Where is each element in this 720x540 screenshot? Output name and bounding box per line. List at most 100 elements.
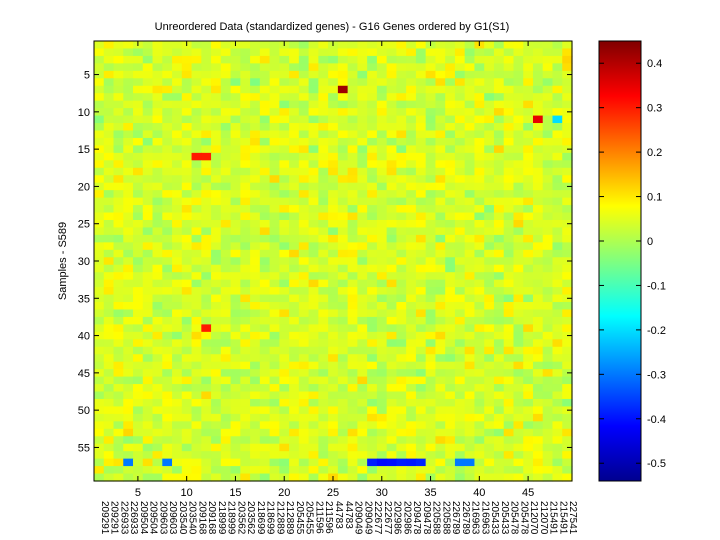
x-category-label: 209168 [196, 501, 207, 535]
heatmap-cell [133, 205, 144, 214]
colorbar-tick-label: 0.1 [647, 192, 662, 204]
heatmap-cell [201, 145, 212, 154]
heatmap-cell [152, 145, 163, 154]
heatmap-cell [308, 346, 319, 355]
heatmap-cell [191, 55, 202, 64]
heatmap-cell [259, 167, 271, 176]
heatmap-cell [289, 443, 300, 452]
heatmap-cell [250, 398, 261, 408]
heatmap-cell [474, 205, 485, 214]
heatmap-cell [152, 130, 163, 139]
heatmap-cell [103, 48, 115, 57]
heatmap-cell [201, 316, 212, 325]
heatmap-cell [211, 242, 222, 251]
heatmap-cell [386, 234, 398, 243]
heatmap-cell [201, 272, 212, 281]
heatmap-cell [513, 234, 524, 243]
heatmap-cell [298, 294, 310, 303]
heatmap-cell [269, 398, 280, 408]
heatmap-cell [542, 93, 554, 102]
heatmap-cell [328, 391, 339, 400]
y-tick-label: 15 [78, 144, 90, 156]
heatmap-cell [94, 451, 105, 460]
heatmap-cell [318, 63, 329, 72]
heatmap-cell [181, 108, 193, 117]
heatmap-cell [347, 391, 358, 400]
heatmap-cell [298, 376, 310, 385]
heatmap-cell [337, 316, 349, 325]
heatmap-cell [289, 384, 300, 393]
heatmap-cell [308, 354, 319, 363]
heatmap-cell [493, 421, 505, 430]
heatmap-cell [513, 354, 524, 363]
heatmap-cell [523, 190, 534, 199]
heatmap-cell [337, 219, 349, 229]
heatmap-cell [454, 205, 466, 214]
heatmap-cell [172, 339, 183, 348]
heatmap-cell [406, 182, 417, 191]
heatmap-cell [435, 413, 446, 422]
heatmap-cell [425, 175, 437, 184]
heatmap-cell [133, 331, 144, 340]
heatmap-cell [133, 152, 144, 161]
heatmap-cell [162, 227, 173, 236]
heatmap-cell [435, 63, 446, 72]
heatmap-cell [406, 384, 417, 393]
heatmap-cell [201, 346, 212, 355]
heatmap-cell [454, 152, 466, 161]
heatmap-cell [318, 331, 329, 340]
heatmap-cell [347, 413, 358, 422]
heatmap-cell [386, 182, 398, 191]
heatmap-cell [191, 272, 202, 281]
heatmap-cell [454, 428, 466, 437]
x-category-label: 209504 [138, 501, 149, 535]
heatmap-cell [289, 182, 300, 191]
heatmap-cell [474, 63, 485, 72]
heatmap-cell [133, 287, 144, 296]
heatmap-cell [191, 436, 202, 445]
heatmap-cell [181, 272, 193, 281]
heatmap-cell [152, 227, 163, 236]
heatmap-cell [181, 376, 193, 385]
x-category-label: 220588 [440, 501, 451, 535]
heatmap-cell [269, 70, 280, 79]
heatmap-cell [162, 55, 173, 64]
heatmap-cell [103, 264, 115, 273]
heatmap-cell [503, 234, 515, 243]
heatmap-cell [552, 130, 563, 139]
heatmap-cell [406, 249, 417, 258]
heatmap-cell [308, 279, 319, 288]
heatmap-cell [337, 391, 349, 400]
heatmap-cell [289, 257, 300, 266]
heatmap-cell [542, 436, 554, 445]
heatmap-cell [318, 361, 329, 370]
heatmap-cell [523, 48, 534, 57]
heatmap-cell [415, 316, 427, 325]
heatmap-cell [523, 287, 534, 296]
heatmap-cell [406, 354, 417, 363]
heatmap-cell [152, 451, 163, 460]
heatmap-cell [328, 78, 339, 87]
heatmap-cell [562, 100, 573, 109]
heatmap-cell [94, 369, 105, 378]
heatmap-cell [552, 421, 563, 430]
x-category-labels: 2092912092912269332269332095042095042096… [99, 501, 578, 535]
heatmap-cell [289, 369, 300, 378]
heatmap-cell [250, 436, 261, 445]
heatmap-cell [191, 287, 202, 296]
heatmap-cell [484, 160, 495, 169]
heatmap-cell [250, 70, 261, 79]
heatmap-cell [181, 384, 193, 393]
heatmap-cell [435, 458, 446, 467]
heatmap-cell [552, 451, 563, 460]
heatmap-cell [172, 205, 183, 214]
heatmap-cell [308, 48, 319, 57]
heatmap-cell [250, 339, 261, 348]
heatmap-cell [289, 145, 300, 154]
heatmap-cell [279, 70, 290, 79]
heatmap-cell [162, 443, 173, 452]
heatmap-cell [133, 316, 144, 325]
heatmap-cell [142, 115, 154, 124]
heatmap-cell [532, 354, 544, 363]
heatmap-cell [347, 279, 358, 288]
